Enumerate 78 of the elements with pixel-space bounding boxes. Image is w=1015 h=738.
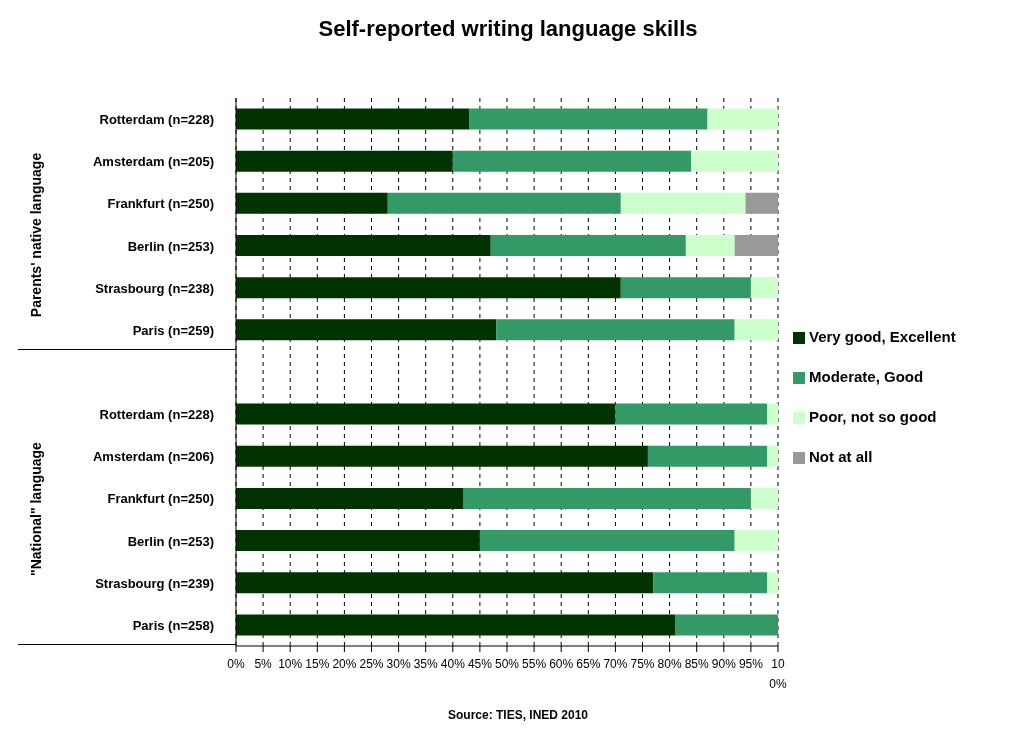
bar bbox=[387, 192, 621, 214]
bar bbox=[236, 572, 654, 594]
bar bbox=[767, 572, 778, 594]
x-tick-label: 80% bbox=[657, 657, 682, 671]
x-tick-label: 45% bbox=[467, 657, 493, 671]
bar bbox=[675, 614, 778, 636]
x-tick-label: 40% bbox=[440, 657, 466, 671]
bar bbox=[236, 319, 497, 341]
y-tick-label: Strasbourg (n=239) bbox=[95, 575, 214, 591]
legend-label: Moderate, Good bbox=[809, 368, 924, 385]
bar bbox=[236, 403, 616, 425]
source-note: Source: TIES, INED 2010 bbox=[446, 708, 590, 722]
bar bbox=[653, 572, 768, 594]
x-tick-label: 50% bbox=[494, 657, 520, 671]
bar bbox=[734, 235, 778, 256]
x-tick-label: 75% bbox=[630, 657, 655, 671]
bar bbox=[236, 150, 453, 172]
bar bbox=[767, 445, 778, 467]
y-tick-label: Paris (n=259) bbox=[132, 322, 214, 338]
chart-title: Self-reported writing language skills bbox=[317, 16, 699, 42]
bar bbox=[236, 530, 480, 552]
y-tick-label: Rotterdam (n=228) bbox=[99, 407, 214, 423]
bar bbox=[463, 487, 751, 509]
text: Parents' native language bbox=[28, 151, 45, 320]
bar bbox=[620, 192, 746, 214]
x-tick-label: 10% bbox=[278, 657, 303, 671]
bar bbox=[685, 235, 735, 256]
y-tick-label: Berlin (n=253) bbox=[127, 533, 214, 549]
bar bbox=[707, 108, 778, 130]
bar bbox=[452, 150, 692, 172]
x-tick-label: 65% bbox=[576, 657, 601, 671]
bar bbox=[750, 277, 778, 299]
bar bbox=[479, 530, 735, 552]
y-tick-label: Frankfurt (n=250) bbox=[107, 196, 214, 212]
bar bbox=[236, 445, 648, 467]
x-tick-label: 20% bbox=[332, 657, 357, 671]
x-tick-label: 25% bbox=[359, 657, 384, 671]
bar bbox=[469, 108, 708, 130]
x-tick-label: 30% bbox=[386, 657, 411, 671]
x-tick-label: 95% bbox=[738, 657, 764, 671]
bar bbox=[236, 487, 464, 509]
legend-label: Poor, not so good bbox=[809, 408, 937, 425]
y-tick-label: Strasbourg (n=238) bbox=[95, 280, 214, 296]
y-tick-label: Berlin (n=253) bbox=[127, 238, 214, 254]
bar bbox=[734, 319, 778, 341]
bar bbox=[615, 403, 768, 425]
x-tick-label: 55% bbox=[522, 657, 547, 671]
legend-label: Not at all bbox=[809, 448, 873, 465]
y-tick-label: Rotterdam (n=228) bbox=[99, 112, 214, 128]
x-tick-label: 5% bbox=[254, 657, 273, 671]
bar bbox=[745, 192, 778, 214]
bar bbox=[620, 277, 751, 299]
text: "National" language bbox=[28, 441, 45, 578]
bar bbox=[236, 614, 676, 636]
x-tick-label: 70% bbox=[603, 657, 628, 671]
bar bbox=[236, 192, 388, 214]
bar bbox=[236, 277, 621, 299]
x-tick-label: 85% bbox=[684, 657, 710, 671]
bar bbox=[767, 403, 778, 425]
bar bbox=[647, 445, 768, 467]
bar bbox=[750, 487, 778, 509]
bar bbox=[691, 150, 778, 172]
bar bbox=[496, 319, 735, 341]
bar bbox=[236, 235, 491, 256]
y-tick-label: Frankfurt (n=250) bbox=[107, 491, 214, 507]
bar bbox=[490, 235, 686, 256]
x-tick-label: 60% bbox=[549, 657, 574, 671]
bar bbox=[734, 530, 778, 552]
x-tick-label: 0% bbox=[227, 657, 245, 671]
x-tick-label: 90% bbox=[711, 657, 737, 671]
y-tick-label: Paris (n=258) bbox=[132, 617, 214, 633]
legend-label: Very good, Excellent bbox=[809, 328, 956, 345]
x-tick-label: 100% bbox=[769, 657, 787, 691]
y-tick-label: Amsterdam (n=205) bbox=[92, 154, 214, 170]
x-tick-label: 15% bbox=[305, 657, 330, 671]
y-tick-label: Amsterdam (n=206) bbox=[92, 449, 214, 465]
x-tick-label: 35% bbox=[413, 657, 439, 671]
bar bbox=[236, 108, 470, 130]
